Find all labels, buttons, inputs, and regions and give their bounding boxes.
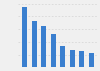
Bar bbox=[70, 50, 75, 67]
Bar bbox=[51, 34, 56, 67]
Bar bbox=[79, 51, 84, 67]
Bar bbox=[89, 53, 94, 67]
Bar bbox=[32, 21, 37, 67]
Bar bbox=[22, 7, 27, 67]
Bar bbox=[60, 46, 65, 67]
Bar bbox=[41, 26, 46, 67]
